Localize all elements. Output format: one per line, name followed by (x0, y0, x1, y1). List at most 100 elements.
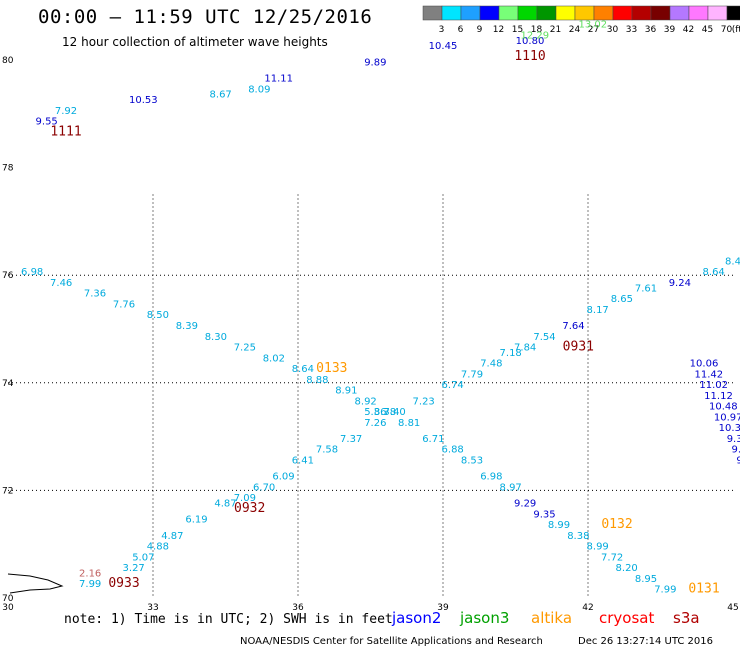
data-point-label: 8.50 (147, 310, 169, 321)
y-tick-label: 72 (2, 486, 13, 496)
x-tick-label: 45 (727, 603, 738, 613)
data-point-label: 7.79 (461, 369, 483, 380)
time-label: 0131 (688, 582, 719, 597)
colorbar-label: 39 (664, 25, 676, 35)
colorbar-label: (ft) (732, 25, 740, 35)
data-point-label: 9.29 (514, 499, 536, 510)
colorbar-swatch (726, 5, 740, 21)
time-label: 0132 (601, 517, 632, 532)
colorbar-label: 33 (626, 25, 637, 35)
data-point-label: 8.92 (355, 396, 377, 407)
colorbar-swatch (631, 5, 652, 21)
data-point-label: 7.40 (384, 407, 406, 418)
data-point-label: 9.37 (727, 434, 740, 445)
data-point-label: 6.70 (253, 482, 275, 493)
data-point-label: 9.24 (669, 278, 691, 289)
data-point-label: 7.54 (533, 332, 555, 343)
colorbar-swatch (612, 5, 633, 21)
data-point-label: 7.26 (364, 418, 386, 429)
data-point-label: 8.65 (611, 294, 633, 305)
data-point-label: 8.91 (335, 386, 357, 397)
note: note: 1) Time is in UTC; 2) SWH is in fe… (64, 612, 393, 627)
data-point-label: 4.87 (214, 499, 236, 510)
data-point-label: 10.48 (709, 402, 738, 413)
data-point-label: 8.09 (248, 84, 270, 95)
colorbar-label: 30 (607, 25, 619, 35)
data-point-label: 8.64 (703, 267, 725, 278)
data-point-label: 8.99 (587, 542, 609, 553)
data-point-label: 8.97 (500, 482, 522, 493)
legend-jason2: jason2 (392, 609, 442, 627)
data-point-label: 8.95 (635, 574, 657, 585)
colorbar-swatch (536, 5, 557, 21)
data-point-label: 9.98 (732, 445, 740, 456)
legend-cryosat: cryosat (599, 609, 655, 627)
data-point-label: 12.29 (521, 30, 550, 41)
colorbar-swatch (441, 5, 462, 21)
data-point-label: 4.88 (147, 542, 169, 553)
data-point-label: 9.55 (36, 117, 58, 128)
colorbar-label: 36 (645, 25, 657, 35)
data-point-label: 11.12 (704, 391, 733, 402)
legend-jason3: jason3 (460, 609, 510, 627)
data-point-label: 8.02 (263, 353, 285, 364)
legend-altika: altika (531, 609, 573, 627)
time-label: 1110 (514, 49, 545, 64)
data-point-label: 11.02 (699, 380, 728, 391)
data-point-label: 6.41 (292, 456, 314, 467)
data-point-label: 7.76 (113, 299, 135, 310)
colorbar-label: 24 (569, 25, 581, 35)
data-point-label: 9.35 (533, 509, 555, 520)
data-point-label: 7.72 (601, 552, 623, 563)
x-tick-label: 42 (582, 603, 593, 613)
colorbar-label: 6 (458, 25, 464, 35)
page-title: 00:00 – 11:59 UTC 12/25/2016 (38, 6, 373, 28)
time-label: 1111 (50, 124, 81, 139)
colorbar-swatch (460, 5, 481, 21)
data-point-label: 11.42 (695, 369, 724, 380)
data-point-label: 7.61 (635, 283, 657, 294)
colorbar-label: 21 (550, 25, 561, 35)
data-point-label: 10.35 (719, 423, 740, 434)
data-point-label: 10.80 (516, 36, 545, 47)
data-point-label: 7.84 (514, 343, 536, 354)
data-point-label: 7.18 (500, 348, 522, 359)
page-subtitle: 12 hour collection of altimeter wave hei… (62, 35, 328, 49)
colorbar-label: 70 (721, 25, 733, 35)
y-tick-label: 74 (2, 379, 14, 389)
time-label: 0933 (108, 576, 139, 591)
colorbar-label: 9 (477, 25, 483, 35)
data-point-label: 6.71 (422, 434, 444, 445)
data-point-label: 4.87 (161, 531, 183, 542)
data-point-label: 11.11 (264, 74, 293, 85)
data-point-label: 8.38 (567, 531, 589, 542)
colorbar-swatch (517, 5, 538, 21)
data-point-label: 7.36 (84, 289, 106, 300)
colorbar-swatch (479, 5, 500, 21)
data-point-label: 8.81 (398, 418, 420, 429)
colorbar-swatch (650, 5, 671, 21)
credit: NOAA/NESDIS Center for Satellite Applica… (240, 636, 543, 647)
colorbar-label: 12 (493, 25, 504, 35)
time-label: 0133 (316, 361, 347, 376)
data-point-label: 8.38 (374, 407, 396, 418)
time-label: 0932 (234, 501, 265, 516)
data-point-label: 10.45 (429, 41, 458, 52)
x-tick-label: 33 (147, 603, 158, 613)
data-point-label: 7.23 (413, 396, 435, 407)
data-point-label: 10.97 (714, 412, 740, 423)
timestamp: Dec 26 13:27:14 UTC 2016 (578, 636, 713, 647)
data-point-label: 8.39 (176, 321, 198, 332)
colorbar-label: 3 (439, 25, 445, 35)
data-point-label: 6.19 (185, 515, 207, 526)
colorbar-swatch (574, 5, 595, 21)
colorbar-label: 18 (531, 25, 543, 35)
colorbar-label: 27 (588, 25, 599, 35)
data-point-label: 6.98 (480, 472, 502, 483)
colorbar-swatch (688, 5, 709, 21)
data-point-label: 5.36 (364, 407, 386, 418)
data-point-label: 6.98 (21, 267, 43, 278)
data-point-label: 7.48 (480, 359, 502, 370)
y-tick-label: 76 (2, 271, 14, 281)
